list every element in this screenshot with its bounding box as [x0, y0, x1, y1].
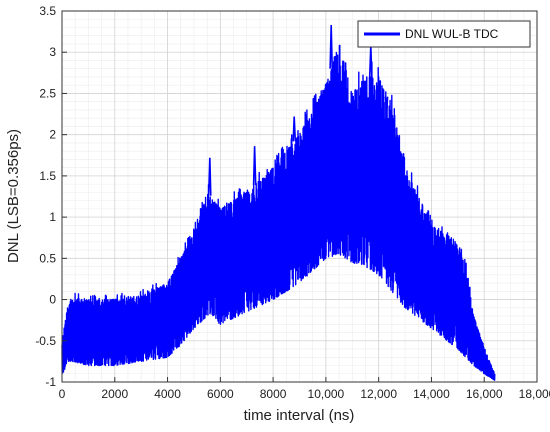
y-tick-label: 2 [49, 128, 56, 142]
y-axis-ticks: -1 -0.5 0 0.5 1 1.5 2 2.5 3 3.5 [35, 4, 67, 389]
x-tick-label: 10,000 [308, 387, 345, 401]
x-tick-label: 0 [59, 387, 66, 401]
y-axis-label: DNL (LSB=0.356ps) [5, 129, 22, 263]
y-tick-label: 3 [49, 45, 56, 59]
x-axis-ticks: 0 2000 4000 6000 8000 10,000 12,000 14,000 16,00… [59, 377, 550, 401]
x-tick-label: 14,000 [413, 387, 450, 401]
dnl-series-line [61, 44, 496, 381]
dnl-peak-spike [292, 116, 297, 142]
x-axis-label: time interval (ns) [244, 407, 355, 424]
y-tick-label: -0.5 [35, 334, 56, 348]
y-tick-label: -1 [45, 375, 56, 389]
x-tick-label: 8000 [260, 387, 287, 401]
y-tick-label: 2.5 [39, 86, 56, 100]
series-layer [61, 24, 496, 381]
y-tick-label: 1.5 [39, 169, 56, 183]
dnl-peak-spike [252, 146, 257, 186]
y-tick-label: 1 [49, 210, 56, 224]
y-tick-label: 0 [49, 293, 56, 307]
x-tick-label: 6000 [207, 387, 234, 401]
x-tick-label: 4000 [154, 387, 181, 401]
y-tick-label: 0.5 [39, 251, 56, 265]
x-tick-label: 16,000 [466, 387, 503, 401]
plot-frame [61, 10, 538, 383]
y-tick-label: 3.5 [39, 4, 56, 18]
legend-entry-label: DNL WUL-B TDC [405, 27, 499, 41]
dnl-peak-spike [329, 24, 333, 69]
x-tick-label: 18,000 [519, 387, 550, 401]
dnl-peak-spike [384, 96, 389, 114]
x-tick-label: 2000 [101, 387, 128, 401]
dnl-peak-spike [207, 157, 212, 196]
x-tick-label: 12,000 [360, 387, 397, 401]
legend: DNL WUL-B TDC [357, 20, 531, 48]
